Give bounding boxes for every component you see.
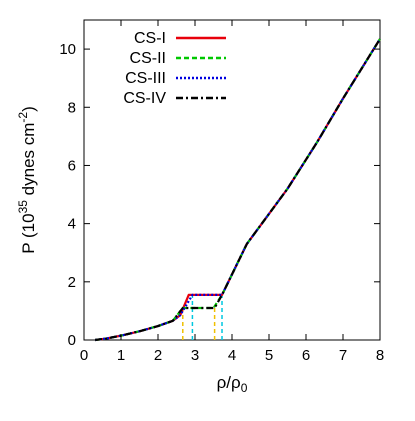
series-line-cs-iv	[94, 38, 381, 342]
x-axis-title-subscript: 0	[241, 381, 248, 395]
legend: CS-I CS-II CS-III CS-IV	[123, 30, 226, 107]
x-tick-label: 7	[339, 347, 347, 364]
phase-boundary-guides	[182, 294, 223, 340]
x-tick-label: 4	[228, 347, 236, 364]
legend-label: CS-I	[134, 30, 166, 47]
y-axis-title: P (1035 dynes cm-2)	[16, 106, 38, 254]
x-tick-label: 6	[302, 347, 310, 364]
x-axis-title: ρ/ρ0	[217, 373, 248, 395]
x-tick-label: 0	[80, 347, 88, 364]
plot-frame	[83, 19, 381, 341]
x-tick-label: 5	[265, 347, 273, 364]
y-tick-label: 2	[68, 274, 76, 291]
legend-label: CS-IV	[123, 90, 166, 107]
y-tick-label: 6	[68, 157, 76, 174]
y-tick-label: 8	[68, 99, 76, 116]
series-layer	[94, 38, 381, 342]
y-axis-title-exponent-2: -2	[16, 112, 30, 123]
x-tick-label: 1	[117, 347, 125, 364]
legend-label: CS-III	[125, 70, 166, 87]
y-axis-title-exponent: 35	[16, 200, 30, 214]
y-axis-ticks: 0 2 4 6 8 10	[59, 41, 380, 349]
y-tick-label: 0	[68, 332, 76, 349]
x-axis-ticks: 0 1 2 3 4 5 6 7 8	[80, 20, 384, 364]
y-tick-label: 4	[68, 216, 76, 233]
x-tick-label: 2	[154, 347, 162, 364]
y-tick-label: 10	[59, 41, 76, 58]
x-tick-label: 3	[191, 347, 199, 364]
x-tick-label: 8	[376, 347, 384, 364]
legend-label: CS-II	[130, 50, 166, 67]
